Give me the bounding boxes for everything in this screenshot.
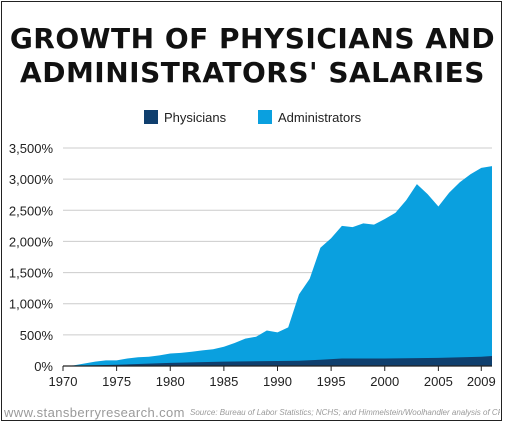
chart-title-line-1: GROWTH OF PHYSICIANS AND: [9, 22, 496, 55]
y-tick-label: 3,000%: [9, 172, 54, 187]
series-area-administrators: [63, 166, 492, 366]
x-tick-label: 2000: [370, 374, 399, 389]
y-tick-label: 2,000%: [9, 234, 54, 249]
y-tick-label: 2,500%: [9, 203, 54, 218]
y-tick-label: 500%: [20, 328, 54, 343]
x-tick-label: 2005: [424, 374, 453, 389]
x-tick-label: 1970: [49, 374, 78, 389]
legend-item-administrators: Administrators: [258, 108, 361, 126]
y-tick-label: 1,000%: [9, 297, 54, 312]
series-area-physicians: [63, 356, 492, 366]
x-tick-label: 1985: [209, 374, 238, 389]
legend-swatch-administrators: [258, 110, 272, 124]
footer-source: Source: Bureau of Labor Statistics; NCHS…: [190, 408, 500, 417]
y-tick-label: 3,500%: [9, 141, 54, 156]
x-tick-label: 1990: [263, 374, 292, 389]
chart-title: GROWTH OF PHYSICIANS AND ADMINISTRATORS'…: [0, 22, 505, 90]
footer-website: www.stansberryresearch.com: [4, 405, 185, 420]
y-tick-label: 1,500%: [9, 266, 54, 281]
x-tick-label: 1980: [156, 374, 185, 389]
chart-title-line-2: ADMINISTRATORS' SALARIES: [20, 56, 485, 89]
y-tick-label: 0%: [34, 359, 53, 374]
legend-label-administrators: Administrators: [278, 109, 362, 125]
x-tick-label: 2009: [467, 374, 496, 389]
legend-label-physicians: Physicians: [164, 109, 227, 125]
x-tick-label: 1975: [102, 374, 131, 389]
legend-swatch-physicians: [144, 110, 158, 124]
x-tick-label: 1995: [317, 374, 346, 389]
legend-item-physicians: Physicians: [144, 108, 226, 126]
